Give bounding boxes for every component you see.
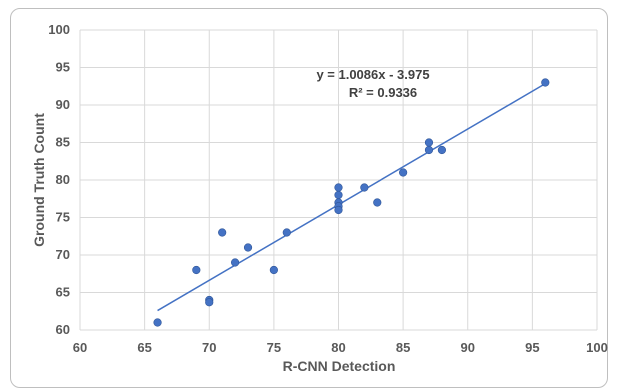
data-point xyxy=(218,228,227,237)
x-axis-title: R-CNN Detection xyxy=(283,358,396,373)
data-point xyxy=(424,145,434,155)
y-tick-labels: 60 65 70 75 80 85 90 95 100 xyxy=(48,22,70,337)
x-tick-label: 85 xyxy=(396,340,410,355)
trendline xyxy=(157,82,546,312)
data-point xyxy=(205,298,214,307)
trendline-r-squared: R² = 0.9336 xyxy=(349,85,417,100)
x-tick-label: 100 xyxy=(586,340,608,355)
data-point xyxy=(282,228,291,237)
data-point xyxy=(192,265,201,275)
trendline-equation: y = 1.0086x - 3.975 xyxy=(316,67,429,82)
scatter-chart: 60 65 70 75 80 85 90 95 100 6065707580859095100 … xyxy=(31,22,608,373)
x-tick-label: 80 xyxy=(331,340,345,355)
y-tick-label: 90 xyxy=(56,97,70,112)
data-point xyxy=(541,78,550,87)
y-tick-label: 65 xyxy=(56,285,70,300)
y-tick-label: 75 xyxy=(56,210,70,225)
y-tick-label: 60 xyxy=(56,322,70,337)
data-point xyxy=(373,198,382,207)
x-tick-label: 65 xyxy=(137,340,151,355)
y-tick-label: 85 xyxy=(56,135,70,150)
data-point xyxy=(243,243,253,252)
data-point xyxy=(399,168,408,177)
x-tick-labels: 60 65 70 75 80 85 90 95 100 xyxy=(73,340,608,355)
x-tick-label: 90 xyxy=(461,340,475,355)
data-point xyxy=(269,265,278,275)
data-point xyxy=(360,183,369,192)
chart-frame xyxy=(10,8,608,388)
grid-lines xyxy=(79,29,598,331)
y-tick-label: 70 xyxy=(56,247,70,262)
x-tick-label: 95 xyxy=(525,340,539,355)
y-tick-label: 100 xyxy=(48,22,70,37)
data-point xyxy=(334,205,343,215)
data-point xyxy=(153,318,162,327)
y-axis-title: Ground Truth Count xyxy=(31,113,47,247)
x-tick-label: 70 xyxy=(202,340,216,355)
data-points xyxy=(153,78,550,327)
y-tick-label: 80 xyxy=(56,172,70,187)
y-tick-label: 95 xyxy=(56,60,70,75)
data-point xyxy=(334,190,343,200)
data-point xyxy=(437,145,447,155)
data-point xyxy=(334,183,343,192)
x-tick-label: 60 xyxy=(73,340,87,355)
data-point xyxy=(231,258,240,267)
data-point xyxy=(424,138,434,147)
x-tick-label: 75 xyxy=(267,340,281,355)
